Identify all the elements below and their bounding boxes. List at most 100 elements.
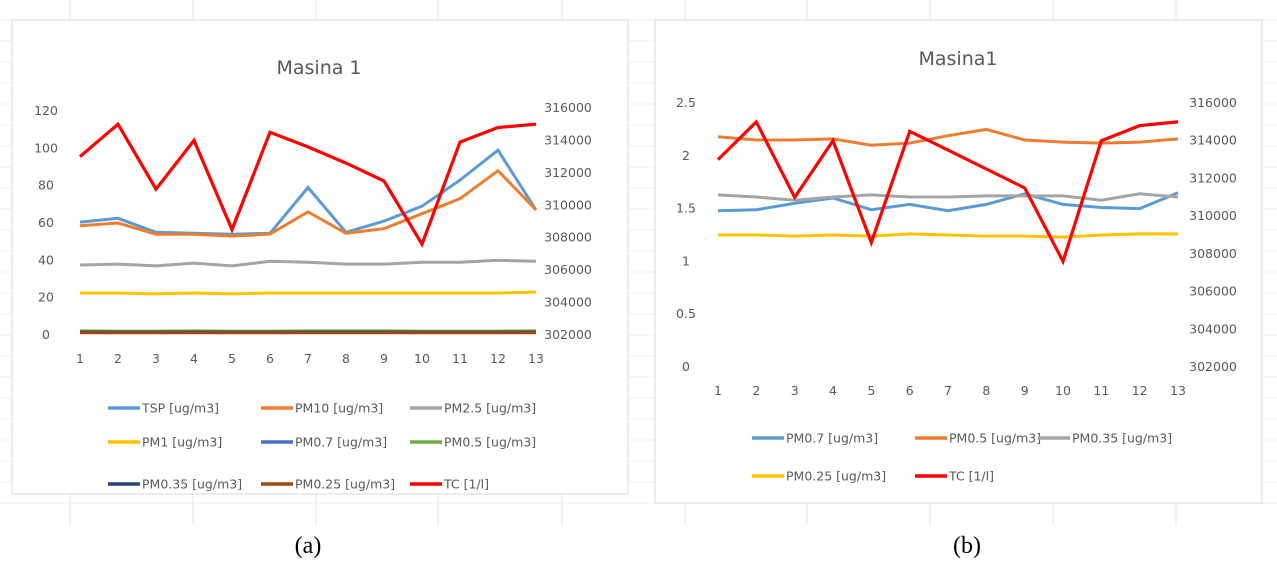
legend-item: PM10 [ug/m3] bbox=[261, 401, 383, 416]
chart-frame bbox=[11, 19, 629, 495]
series-line-pm0-35 bbox=[717, 192, 1179, 202]
legend-item: PM0.35 [ug/m3] bbox=[1038, 431, 1172, 446]
y-right-tick-label: 314000 bbox=[544, 132, 592, 147]
legend-label: TSP [ug/m3] bbox=[141, 401, 219, 416]
x-tick-label: 6 bbox=[906, 383, 914, 398]
y-left-tick-label: 120 bbox=[34, 103, 58, 118]
y-right-tick-label: 310000 bbox=[544, 197, 592, 212]
y-right-tick-label: 304000 bbox=[1189, 321, 1237, 336]
legend-label: TC [1/l] bbox=[443, 477, 489, 492]
x-tick-label: 6 bbox=[266, 351, 274, 366]
legend-item: TC [1/l] bbox=[410, 477, 489, 492]
y-left-tick-label: 100 bbox=[34, 140, 58, 155]
y-right-tick-label: 316000 bbox=[544, 100, 592, 115]
x-tick-label: 9 bbox=[380, 351, 388, 366]
chart-2: Masina1 0 0.5 1 1.5 2 2.5 302000 304000 306000 308… bbox=[654, 19, 1263, 559]
x-tick-label: 5 bbox=[228, 351, 236, 366]
y-left-tick-label: 60 bbox=[38, 215, 54, 230]
x-tick-label: 10 bbox=[1055, 383, 1071, 398]
legend-item: PM0.25 [ug/m3] bbox=[752, 469, 886, 484]
y-right-tick-label: 314000 bbox=[1189, 133, 1237, 148]
figure-caption: (a) bbox=[295, 533, 322, 559]
x-tick-label: 8 bbox=[342, 351, 350, 366]
y-right-tick-label: 312000 bbox=[1189, 170, 1237, 185]
figure-caption: (b) bbox=[953, 533, 981, 559]
x-tick-label: 4 bbox=[190, 351, 198, 366]
legend: PM0.7 [ug/m3] PM0.5 [ug/m3] PM0.35 [ug/m3]… bbox=[752, 431, 1172, 484]
series-line-pm1 bbox=[80, 290, 537, 296]
y-left-tick-label: 1.5 bbox=[676, 201, 696, 216]
y-right-tick-label: 302000 bbox=[544, 327, 592, 342]
y-left-tick-label: 80 bbox=[38, 178, 54, 193]
legend-label: PM0.7 [ug/m3] bbox=[295, 435, 387, 450]
legend-label: PM2.5 [ug/m3] bbox=[444, 401, 536, 416]
y-left-tick-label: 40 bbox=[38, 252, 54, 267]
legend-label: PM0.35 [ug/m3] bbox=[1072, 431, 1172, 446]
y-left-tick-label: 2 bbox=[682, 148, 690, 163]
y-right-tick-label: 302000 bbox=[1189, 359, 1237, 374]
legend-label: PM0.5 [ug/m3] bbox=[949, 431, 1041, 446]
x-tick-label: 13 bbox=[1170, 383, 1186, 398]
x-tick-label: 4 bbox=[829, 383, 837, 398]
y-right-tick-label: 304000 bbox=[544, 295, 592, 310]
legend-item: PM0.7 [ug/m3] bbox=[752, 431, 878, 446]
x-tick-label: 7 bbox=[304, 351, 312, 366]
legend-item: PM0.5 [ug/m3] bbox=[410, 435, 536, 450]
y-left-tick-label: 0 bbox=[682, 359, 690, 374]
legend-label: PM0.25 [ug/m3] bbox=[786, 469, 886, 484]
x-tick-label: 1 bbox=[76, 351, 84, 366]
legend-item: PM0.7 [ug/m3] bbox=[261, 435, 387, 450]
x-tick-label: 2 bbox=[752, 383, 760, 398]
x-tick-label: 5 bbox=[867, 383, 875, 398]
series-line-tc bbox=[78, 121, 537, 248]
legend-item: PM1 [ug/m3] bbox=[108, 435, 222, 450]
x-tick-label: 12 bbox=[1132, 383, 1148, 398]
x-tick-label: 8 bbox=[982, 383, 990, 398]
legend-label: TC [1/l] bbox=[948, 469, 994, 484]
x-tick-label: 2 bbox=[114, 351, 122, 366]
legend-label: PM0.35 [ug/m3] bbox=[142, 477, 242, 492]
y-right-tick-label: 308000 bbox=[544, 230, 592, 245]
series-line-pm0-25 bbox=[718, 232, 1178, 239]
x-tick-label: 11 bbox=[1093, 383, 1109, 398]
legend-label: PM10 [ug/m3] bbox=[295, 401, 383, 416]
legend-label: PM0.7 [ug/m3] bbox=[786, 431, 878, 446]
y-left-tick-label: 2.5 bbox=[676, 95, 696, 110]
series-line-pm0-7 bbox=[717, 191, 1179, 213]
series-line-pm10 bbox=[79, 168, 538, 238]
chart-title: Masina1 bbox=[919, 48, 998, 70]
x-tick-label: 10 bbox=[414, 351, 430, 366]
y-left-tick-label: 0 bbox=[42, 327, 50, 342]
charts: Masina 102040608010012030200030400030600… bbox=[11, 19, 1263, 559]
legend-item: PM0.5 [ug/m3] bbox=[915, 431, 1041, 446]
legend-item: TC [1/l] bbox=[915, 469, 994, 484]
legend-label: PM0.25 [ug/m3] bbox=[295, 477, 395, 492]
y-left-tick-label: 20 bbox=[38, 290, 54, 305]
y-right-tick-label: 306000 bbox=[1189, 284, 1237, 299]
chart-title: Masina 1 bbox=[276, 57, 361, 79]
legend-item: PM2.5 [ug/m3] bbox=[410, 401, 536, 416]
series-line-pm2-5 bbox=[79, 258, 537, 268]
x-tick-label: 13 bbox=[528, 351, 544, 366]
chart-frame bbox=[654, 19, 1263, 504]
legend-item: TSP [ug/m3] bbox=[108, 401, 219, 416]
chart-1: Masina 1 0 20 40 60 80 100 120 302000 304000 30600… bbox=[11, 19, 629, 559]
x-tick-label: 3 bbox=[152, 351, 160, 366]
legend-label: PM0.5 [ug/m3] bbox=[444, 435, 536, 450]
legend-label: PM1 [ug/m3] bbox=[142, 435, 222, 450]
legend: TSP [ug/m3] PM10 [ug/m3] PM2.5 [ug/m3] PM1 … bbox=[108, 401, 536, 492]
y-right-tick-label: 316000 bbox=[1189, 95, 1237, 110]
y-right-tick-label: 312000 bbox=[544, 165, 592, 180]
series-line-tsp bbox=[79, 147, 538, 236]
y-right-tick-label: 308000 bbox=[1189, 246, 1237, 261]
y-right-tick-label: 306000 bbox=[544, 262, 592, 277]
x-tick-label: 7 bbox=[944, 383, 952, 398]
series-line-tc bbox=[716, 119, 1179, 266]
legend-item: PM0.25 [ug/m3] bbox=[261, 477, 395, 492]
y-left-tick-label: 0.5 bbox=[676, 306, 696, 321]
x-tick-label: 11 bbox=[452, 351, 468, 366]
x-tick-label: 1 bbox=[714, 383, 722, 398]
x-tick-label: 9 bbox=[1021, 383, 1029, 398]
legend-item: PM0.35 [ug/m3] bbox=[108, 477, 242, 492]
y-left-tick-label: 1 bbox=[682, 253, 690, 268]
